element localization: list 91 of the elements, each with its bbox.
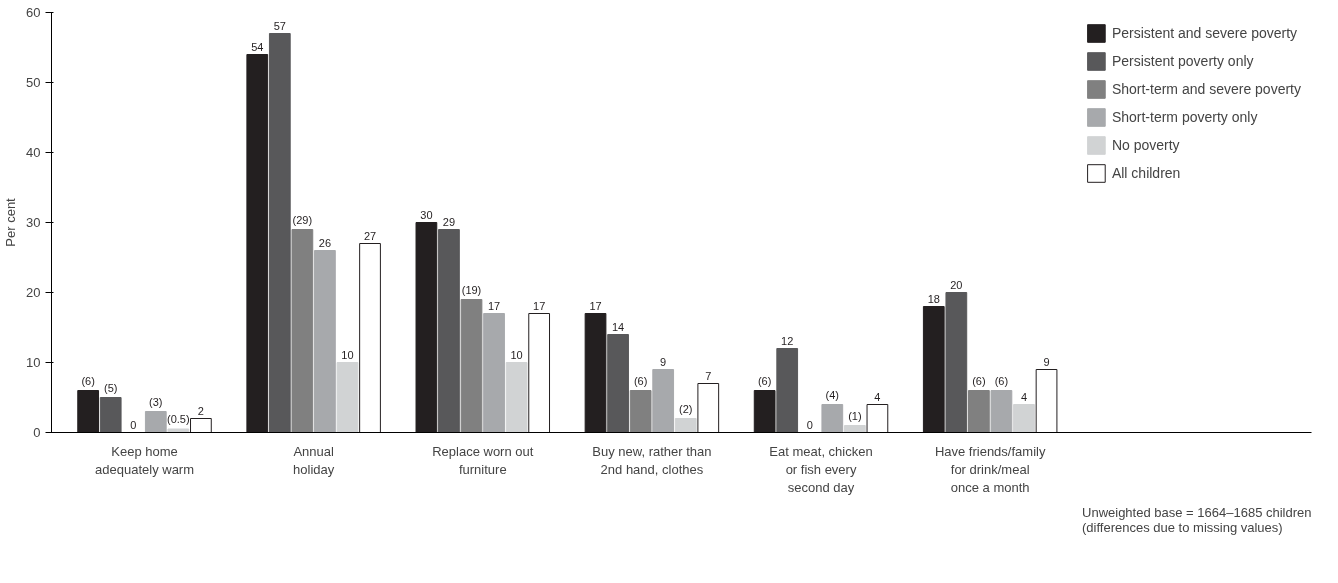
y-axis-title: Per cent <box>3 197 19 247</box>
bar <box>922 306 945 433</box>
data-label: 18 <box>927 292 940 305</box>
bar <box>505 362 528 433</box>
bar <box>190 418 212 433</box>
data-label: 30 <box>420 208 433 221</box>
bar <box>99 397 122 433</box>
bar <box>167 428 190 433</box>
data-label: 10 <box>341 348 354 361</box>
data-label: 2 <box>197 404 204 417</box>
x-tick-label: Replace worn out furniture <box>432 443 534 477</box>
x-tick-label: Eat meat, chicken or fish every second day <box>769 443 873 495</box>
x-tick-label: Annual holiday <box>293 443 335 477</box>
bar <box>990 390 1013 433</box>
bar <box>77 390 100 433</box>
data-label: 17 <box>533 299 546 312</box>
legend-label: Persistent and severe poverty <box>1111 25 1298 41</box>
data-label: (29) <box>292 213 313 226</box>
bar <box>674 418 697 433</box>
bar <box>314 250 336 433</box>
bar <box>843 425 866 433</box>
data-label: 26 <box>318 236 332 249</box>
bar <box>460 299 483 433</box>
x-tick-label: Keep home adequately warm <box>95 443 195 477</box>
data-label: 17 <box>589 299 602 312</box>
text: Unweighted base = 1664–1685 children (differences due to missing values) <box>1082 504 1312 535</box>
x-tick-label: Have friends/family for drink/meal once a month <box>934 443 1046 495</box>
bar <box>629 390 652 433</box>
bar <box>144 411 167 433</box>
bar <box>753 390 776 433</box>
data-label: (6) <box>994 374 1009 387</box>
data-label: (3) <box>149 395 163 408</box>
y-tick-label: 50 <box>26 75 41 90</box>
bar <box>415 222 438 433</box>
y-tick-label: 60 <box>26 5 41 20</box>
data-label: (6) <box>633 374 648 387</box>
data-label: 29 <box>442 215 456 228</box>
data-label: 4 <box>874 390 881 403</box>
data-label: (2) <box>679 402 693 415</box>
data-label: (19) <box>461 283 482 296</box>
y-tick-label: 10 <box>26 355 41 370</box>
bar <box>246 54 269 433</box>
y-tick-label: 30 <box>26 215 41 230</box>
data-label: 0 <box>806 418 813 431</box>
data-label: (5) <box>103 381 118 394</box>
data-label: 12 <box>781 334 794 347</box>
bar <box>584 313 607 433</box>
data-label: (6) <box>972 374 986 387</box>
data-label: (1) <box>848 409 862 422</box>
legend-label: Short-term poverty only <box>1111 109 1258 125</box>
data-label: 54 <box>251 40 264 53</box>
data-label: 17 <box>487 299 501 312</box>
bar <box>336 362 359 433</box>
bar <box>652 369 675 433</box>
data-label: 7 <box>705 369 712 382</box>
data-label: (6) <box>757 374 772 387</box>
bar <box>821 404 844 433</box>
data-label: 0 <box>130 418 137 431</box>
bar <box>359 243 381 433</box>
bar <box>866 404 889 433</box>
data-label: 27 <box>363 229 377 242</box>
data-label: 9 <box>660 355 667 368</box>
bar <box>968 390 990 433</box>
bar <box>528 313 551 433</box>
legend-label: Persistent poverty only <box>1111 53 1254 69</box>
data-label: 57 <box>273 19 286 32</box>
bar <box>697 383 720 433</box>
bar <box>1013 404 1035 433</box>
x-tick-label: Buy new, rather than 2nd hand, clothes <box>592 443 712 477</box>
data-label: 4 <box>1020 390 1028 403</box>
bar <box>1035 369 1058 433</box>
legend-label: No poverty <box>1111 137 1180 153</box>
bar <box>776 348 799 433</box>
bar <box>268 33 291 433</box>
bar <box>607 334 629 433</box>
bar <box>483 313 505 433</box>
bar <box>945 292 968 433</box>
y-tick-label: 0 <box>33 425 41 440</box>
data-label: 20 <box>950 278 963 291</box>
legend-label: All children <box>1111 165 1181 181</box>
data-label: 14 <box>611 320 625 333</box>
y-tick-label: 20 <box>26 285 41 300</box>
data-label: 10 <box>510 348 523 361</box>
legend-label: Short-term and severe poverty <box>1111 81 1301 97</box>
data-label: (0.5) <box>167 413 190 425</box>
bar <box>438 229 460 433</box>
bar <box>291 229 314 433</box>
data-label: (4) <box>825 388 840 401</box>
y-tick-label: 40 <box>26 145 41 160</box>
data-label: 9 <box>1043 355 1050 368</box>
data-label: (6) <box>81 374 95 387</box>
